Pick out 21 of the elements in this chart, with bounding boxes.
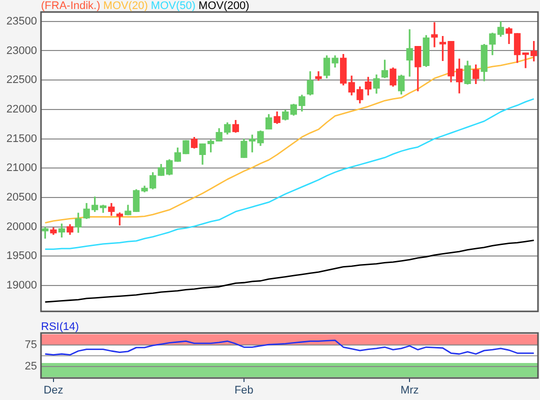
y-tick-label: 21500	[6, 132, 37, 145]
y-tick-label: 20500	[6, 192, 37, 204]
y-tick-label: 19500	[6, 250, 37, 262]
y-tick-label: 23000	[6, 44, 37, 57]
y-tick-label: 22500	[6, 74, 37, 86]
y-tick-label: 21000	[6, 162, 37, 174]
x-tick-label: Feb	[234, 384, 254, 397]
x-tick-label: Dez	[44, 384, 64, 397]
candlestick	[431, 22, 438, 48]
y-tick-label: 75	[24, 339, 37, 352]
y-tick-label: 23500	[6, 15, 37, 28]
text: MOV(20)	[103, 0, 148, 12]
text: MOV(200)	[198, 0, 250, 12]
x-tick-label: Mrz	[400, 384, 419, 397]
text: (FRA-Indik.)	[41, 0, 100, 12]
y-tick-label: 19000	[6, 280, 37, 292]
y-tick-label: 22000	[6, 103, 37, 116]
text: MOV(50)	[150, 0, 196, 12]
y-tick-label: 25	[24, 360, 37, 372]
chart-title: RSI(14)	[41, 321, 79, 333]
y-tick-label: 20000	[6, 220, 37, 233]
